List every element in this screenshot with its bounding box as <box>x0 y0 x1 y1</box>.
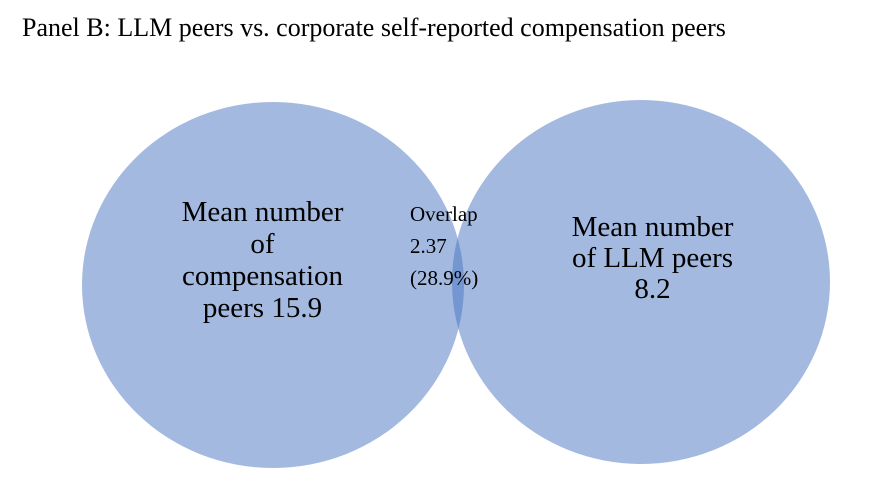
overlap-label: Overlap 2.37 (28.9%) <box>410 198 510 294</box>
left-set-label-line: compensation <box>181 260 344 292</box>
left-set-label-line: of <box>250 228 275 260</box>
overlap-label-line: 2.37 <box>410 234 447 258</box>
right-set-label: Mean number of LLM peers 8.2 <box>535 212 770 305</box>
right-set-label-line: Mean number <box>571 211 734 243</box>
left-set-label: Mean number of compensation peers 15.9 <box>145 196 380 324</box>
overlap-label-line: (28.9%) <box>410 266 479 290</box>
right-set-label-line: 8.2 <box>634 273 671 305</box>
left-set-circle <box>82 102 464 468</box>
panel-title: Panel B: LLM peers vs. corporate self-re… <box>22 13 726 42</box>
right-set-label-line: of LLM peers <box>571 242 734 274</box>
left-set-label-line: Mean number <box>181 196 344 228</box>
left-set-label-line: peers 15.9 <box>202 292 323 324</box>
overlap-label-line: Overlap <box>410 202 478 226</box>
right-set-circle <box>452 100 830 464</box>
